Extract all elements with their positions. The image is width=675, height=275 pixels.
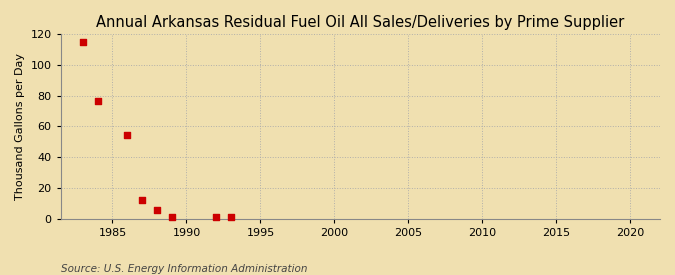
Point [122, 133, 133, 137]
Point [137, 198, 148, 203]
Title: Annual Arkansas Residual Fuel Oil All Sales/Deliveries by Prime Supplier: Annual Arkansas Residual Fuel Oil All Sa… [97, 15, 624, 30]
Point [78, 40, 88, 45]
Y-axis label: Thousand Gallons per Day: Thousand Gallons per Day [15, 53, 25, 200]
Point [166, 214, 177, 219]
Point [92, 99, 103, 103]
Point [211, 214, 221, 219]
Point [225, 214, 236, 219]
Text: Source: U.S. Energy Information Administration: Source: U.S. Energy Information Administ… [61, 264, 307, 274]
Point [151, 208, 162, 212]
